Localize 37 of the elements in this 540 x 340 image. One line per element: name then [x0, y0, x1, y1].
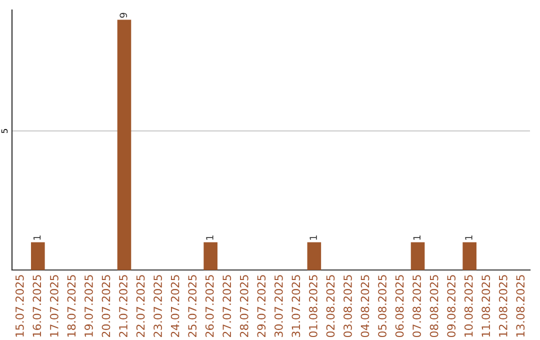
- x-tick-label: 18.07.2025: [67, 275, 76, 337]
- x-tick-label: 01.08.2025: [308, 275, 318, 338]
- x-tick-label: 23.07.2025: [154, 275, 162, 337]
- x-tick-label: 10.08.2025: [464, 275, 473, 337]
- x-tick-label: 30.07.2025: [274, 275, 283, 337]
- x-tick-label: 03.08.2025: [344, 275, 352, 338]
- x-tick-label: 29.07.2025: [257, 275, 266, 337]
- x-tick-label: 21.07.2025: [119, 275, 128, 337]
- x-tick-label: 16.07.2025: [32, 275, 42, 337]
- x-tick-label: 17.07.2025: [50, 275, 58, 337]
- x-tick-label: 08.08.2025: [430, 275, 438, 338]
- x-tick-label: 07.08.2025: [412, 275, 421, 338]
- x-tick-label: 31.07.2025: [292, 275, 300, 337]
- x-tick-label: 22.07.2025: [136, 275, 145, 337]
- x-tick-label: 05.08.2025: [378, 275, 386, 338]
- x-tick-label: 19.07.2025: [84, 275, 93, 337]
- x-tick-label: 12.08.2025: [498, 275, 508, 337]
- x-tick-label: 15.07.2025: [15, 275, 24, 337]
- data-label: 9: [120, 12, 128, 18]
- y-tick-label: 5: [1, 129, 8, 133]
- x-tick-label: 02.08.2025: [326, 275, 335, 338]
- x-tick-label: 24.07.2025: [170, 275, 180, 337]
- x-tick-label: 28.07.2025: [240, 275, 248, 337]
- x-tick-label: 09.08.2025: [447, 275, 456, 338]
- data-label: 1: [465, 236, 472, 240]
- x-tick-label: 11.08.2025: [482, 275, 490, 337]
- x-tick-label: 20.07.2025: [102, 275, 110, 337]
- x-tick-label: 26.07.2025: [205, 275, 214, 337]
- x-tick-label: 13.08.2025: [516, 275, 525, 337]
- x-tick-label: 06.08.2025: [395, 275, 404, 338]
- data-label: 1: [310, 236, 317, 240]
- data-label: 1: [206, 236, 214, 240]
- x-tick-label: 27.07.2025: [222, 275, 232, 337]
- data-label: 1: [413, 236, 420, 240]
- data-label: 1: [33, 236, 41, 240]
- x-tick-label: 04.08.2025: [360, 275, 370, 338]
- x-tick-label: 25.07.2025: [188, 275, 197, 337]
